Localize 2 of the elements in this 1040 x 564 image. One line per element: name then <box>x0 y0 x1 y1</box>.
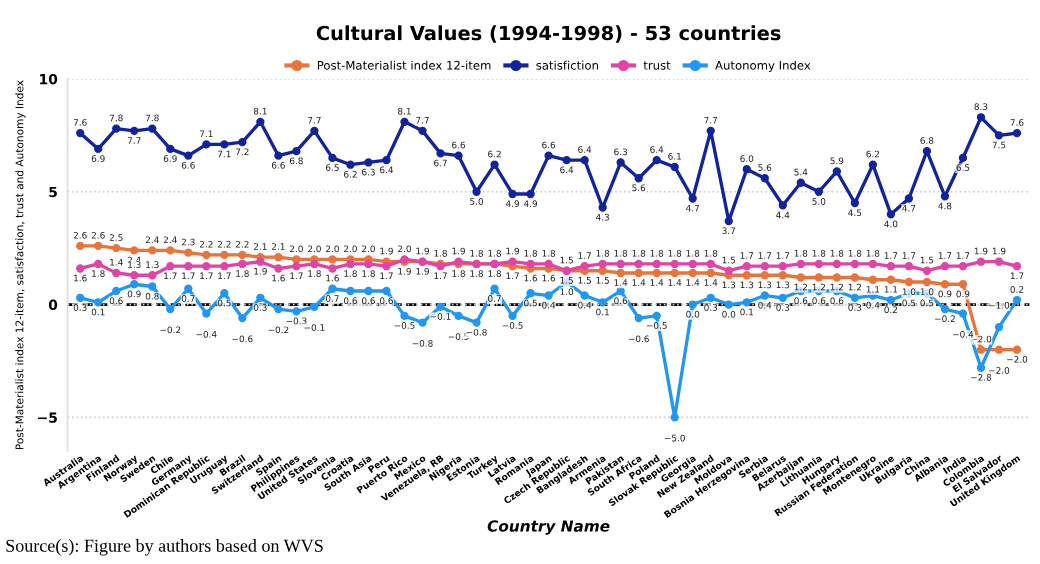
chart-title: Cultural Values (1994-1998) - 53 countries <box>316 25 781 43</box>
source-note: Source(s): Figure by authors based on WVS <box>6 539 323 556</box>
